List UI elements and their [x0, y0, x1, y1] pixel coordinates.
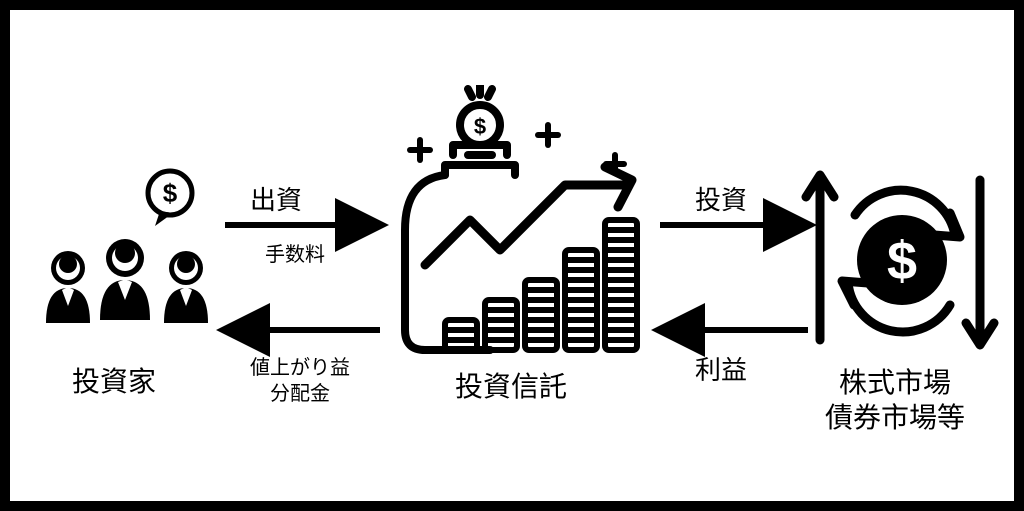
invest-out-main-label: 出資	[250, 180, 302, 217]
invest-out-sub-label: 手数料	[265, 238, 325, 267]
to-market-label: 投資	[695, 180, 747, 217]
flow-arrows	[10, 10, 1014, 501]
diagram-frame: $	[0, 0, 1024, 511]
return-back-label: 値上がり益 分配金	[235, 355, 365, 407]
from-market-label: 利益	[695, 350, 747, 387]
